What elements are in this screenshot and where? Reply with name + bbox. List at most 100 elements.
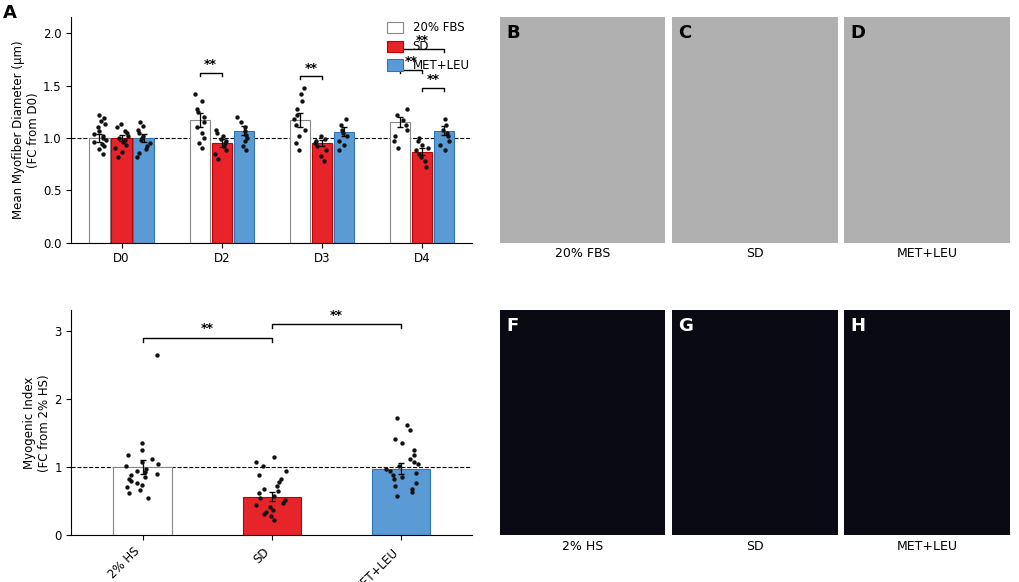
Point	[128, 478, 145, 488]
Point	[261, 502, 277, 512]
Point	[413, 152, 429, 161]
Point	[388, 110, 405, 119]
Text: **: **	[204, 58, 217, 72]
Point	[406, 450, 422, 460]
Point	[393, 473, 410, 482]
Y-axis label: Mean Myofiber Diameter (μm)
(FC from D0): Mean Myofiber Diameter (μm) (FC from D0)	[12, 41, 40, 219]
Point	[117, 126, 133, 135]
Point	[312, 151, 328, 161]
Point	[135, 480, 151, 489]
Point	[91, 145, 107, 154]
Point	[338, 131, 355, 140]
Bar	[233, 130, 254, 243]
Text: **: **	[330, 309, 342, 322]
Point	[237, 130, 254, 140]
Text: H: H	[850, 317, 865, 335]
Point	[196, 112, 212, 122]
Legend: 20% FBS, SD, MET+LEU: 20% FBS, SD, MET+LEU	[381, 17, 474, 77]
Text: **: **	[304, 62, 317, 74]
Point	[248, 500, 264, 509]
Point	[386, 434, 403, 443]
Bar	[243, 496, 301, 535]
Point	[208, 128, 224, 137]
Point	[121, 474, 138, 484]
Point	[330, 136, 346, 146]
X-axis label: 20% FBS: 20% FBS	[554, 247, 609, 260]
Point	[119, 482, 136, 492]
Point	[410, 459, 426, 469]
Bar	[389, 122, 410, 243]
Point	[288, 110, 305, 119]
Point	[256, 484, 272, 494]
Point	[216, 139, 232, 148]
Point	[120, 450, 137, 460]
Point	[96, 141, 112, 151]
Text: **: **	[416, 34, 428, 47]
Bar	[333, 132, 354, 243]
Point	[431, 141, 447, 150]
Point	[398, 125, 415, 134]
Point	[417, 157, 433, 166]
Bar	[312, 143, 332, 243]
Point	[285, 115, 302, 124]
Point	[393, 439, 410, 448]
Point	[263, 512, 279, 521]
Point	[406, 445, 422, 455]
Point	[410, 136, 426, 146]
Text: D: D	[850, 24, 865, 42]
Point	[337, 115, 354, 124]
Point	[129, 466, 146, 475]
Point	[236, 123, 253, 132]
Point	[292, 89, 309, 98]
Text: **: **	[426, 73, 439, 86]
Point	[256, 509, 272, 518]
Point	[437, 115, 453, 124]
Point	[190, 107, 206, 116]
Point	[114, 147, 130, 156]
Point	[214, 131, 230, 140]
Point	[217, 136, 233, 146]
Point	[97, 120, 113, 129]
Point	[384, 471, 400, 480]
Point	[271, 478, 287, 487]
Point	[216, 141, 232, 151]
Point	[128, 152, 145, 161]
Point	[439, 131, 455, 140]
Point	[194, 97, 210, 106]
Point	[316, 157, 332, 166]
Point	[264, 505, 280, 514]
Point	[115, 137, 131, 147]
Point	[406, 457, 422, 466]
Point	[248, 457, 264, 466]
Point	[274, 498, 290, 508]
Point	[251, 488, 267, 498]
Point	[196, 133, 212, 143]
Point	[213, 134, 229, 144]
Point	[149, 350, 165, 359]
Point	[113, 120, 129, 129]
Point	[413, 141, 429, 150]
Point	[297, 125, 313, 134]
Text: **: **	[201, 322, 213, 335]
Point	[252, 494, 268, 503]
Point	[236, 136, 253, 146]
X-axis label: MET+LEU: MET+LEU	[896, 247, 957, 260]
Point	[91, 126, 107, 135]
Point	[135, 122, 151, 131]
Point	[133, 439, 150, 448]
Point	[135, 131, 151, 140]
X-axis label: SD: SD	[745, 540, 763, 552]
Point	[408, 468, 424, 477]
Point	[236, 126, 253, 135]
Point	[130, 128, 147, 137]
Point	[309, 141, 325, 151]
Point	[130, 148, 147, 157]
Point	[131, 485, 148, 494]
Point	[269, 487, 285, 496]
Point	[94, 140, 110, 149]
Point	[133, 133, 150, 143]
Point	[122, 476, 139, 485]
X-axis label: SD: SD	[745, 247, 763, 260]
Point	[96, 113, 112, 123]
Point	[333, 120, 350, 130]
